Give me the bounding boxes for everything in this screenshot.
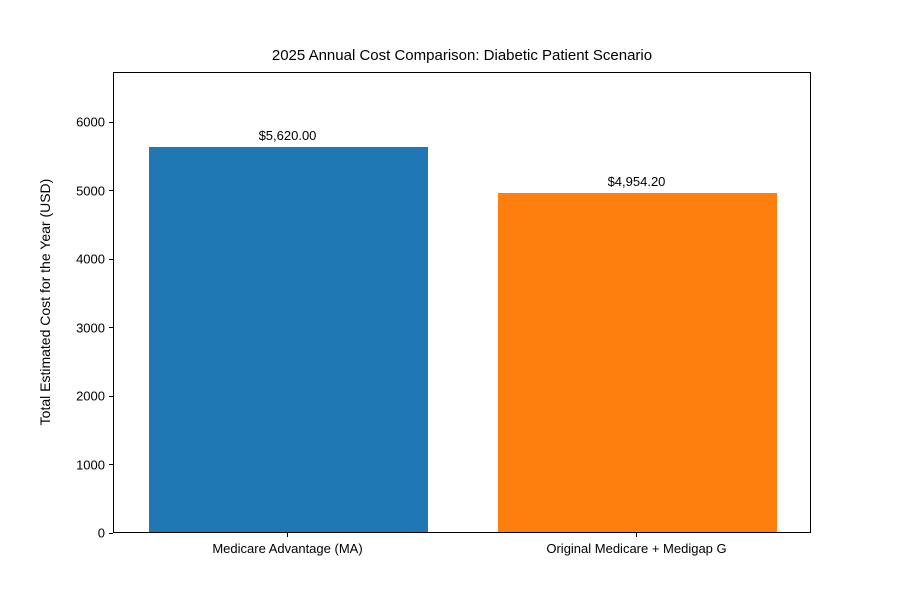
y-tick-mark xyxy=(109,464,113,465)
y-tick-mark xyxy=(109,258,113,260)
y-tick-mark xyxy=(109,190,113,191)
y-tick-label: 5000 xyxy=(76,183,105,198)
y-tick-mark xyxy=(109,395,113,397)
bar-1 xyxy=(148,147,429,532)
y-tick-label: 3000 xyxy=(76,320,105,335)
y-tick-label: 0 xyxy=(97,525,105,541)
y-tick-mark xyxy=(109,532,113,534)
y-tick-label: 2000 xyxy=(76,388,105,404)
bar-2 xyxy=(497,192,778,532)
bar-value-label: $4,954.20 xyxy=(607,173,666,189)
y-tick-mark xyxy=(109,327,113,328)
y-tick-label: 1000 xyxy=(76,457,105,472)
x-tick-label: Original Medicare + Medigap G xyxy=(546,541,727,556)
bar-value-label: $5,620.00 xyxy=(258,128,317,144)
x-tick-label: Medicare Advantage (MA) xyxy=(212,541,363,556)
x-tick-mark xyxy=(636,533,637,537)
chart-title: 2025 Annual Cost Comparison: Diabetic Pa… xyxy=(271,47,653,64)
y-tick-mark xyxy=(109,121,113,123)
y-tick-label: 4000 xyxy=(76,251,105,267)
plot-area xyxy=(113,72,811,533)
x-tick-mark xyxy=(287,533,288,537)
y-tick-label: 6000 xyxy=(76,114,105,130)
